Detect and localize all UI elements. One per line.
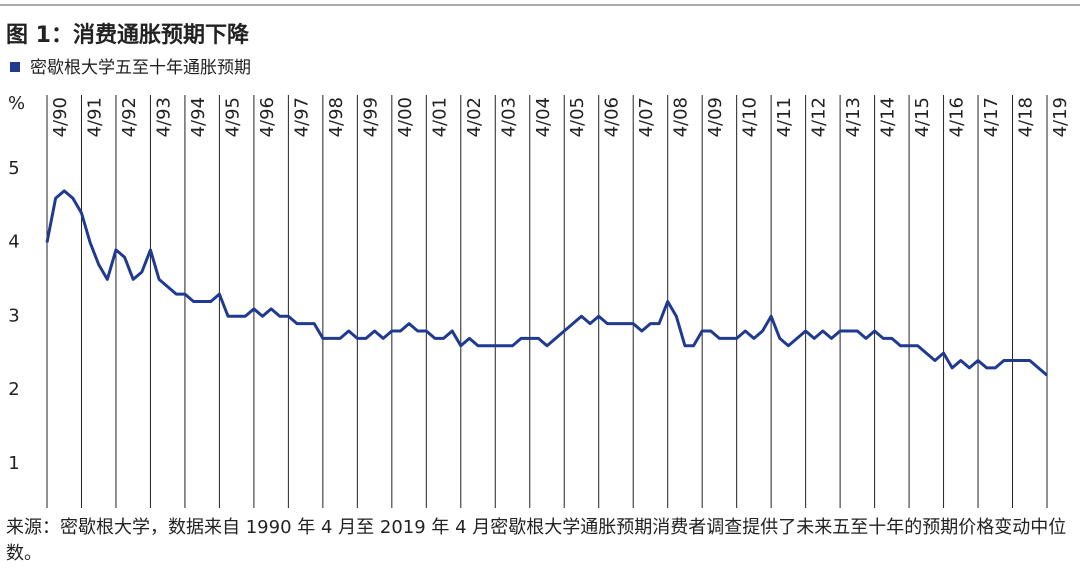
- x-tick-label: 4/06: [602, 97, 623, 137]
- x-tick-label: 4/04: [533, 97, 554, 137]
- x-tick-label: 4/16: [947, 97, 968, 137]
- legend-swatch: [10, 62, 20, 72]
- x-tick-label: 4/10: [740, 97, 761, 137]
- chart: 图 1：消费通胀预期下降 密歇根大学五至十年通胀预期 % 1 2 3 4 5 4/90 4/…: [0, 4, 1080, 508]
- x-tick-label: 4/91: [84, 97, 105, 137]
- x-tick-label: 4/93: [153, 97, 174, 137]
- y-tick-label: 1: [8, 453, 19, 474]
- x-tick-label: 4/14: [878, 97, 899, 137]
- x-tick-label: 4/11: [774, 97, 795, 137]
- x-tick-label: 4/90: [50, 97, 71, 137]
- legend-label: 密歇根大学五至十年通胀预期: [30, 58, 251, 78]
- y-tick-label: 5: [8, 158, 19, 179]
- y-tick-label: 3: [8, 305, 19, 326]
- source-note: 来源：密歇根大学，数据来自 1990 年 4 月至 2019 年 4 月密歇根大…: [6, 517, 1067, 564]
- x-tick-label: 4/08: [671, 97, 692, 137]
- x-tick-label: 4/99: [360, 97, 381, 137]
- x-tick-label: 4/94: [188, 97, 209, 137]
- x-tick-label: 4/17: [981, 97, 1002, 137]
- x-tick-label: 4/05: [567, 97, 588, 137]
- x-tick-label: 4/09: [705, 97, 726, 137]
- x-tick-label: 4/02: [464, 97, 485, 137]
- x-tick-label: 4/01: [429, 97, 450, 137]
- chart-title: 图 1：消费通胀预期下降: [6, 23, 250, 48]
- y-tick-label: 4: [8, 232, 19, 253]
- x-tick-label: 4/97: [291, 97, 312, 137]
- x-tick-label: 4/18: [1016, 97, 1037, 137]
- x-tick-label: 4/03: [498, 97, 519, 137]
- x-tick-label: 4/96: [257, 97, 278, 137]
- x-tick-label: 4/92: [119, 97, 140, 137]
- series-line: [45, 189, 1048, 377]
- x-tick-label: 4/07: [636, 97, 657, 137]
- x-tick-label: 4/00: [395, 97, 416, 137]
- x-tick-label: 4/95: [222, 97, 243, 137]
- y-tick-label: 2: [8, 379, 19, 400]
- x-tick-label: 4/98: [326, 97, 347, 137]
- x-tick-label: 4/12: [809, 97, 830, 137]
- x-tick-label: 4/13: [843, 97, 864, 137]
- x-tick-label: 4/15: [912, 97, 933, 137]
- y-unit: %: [8, 93, 25, 114]
- x-tick-label: 4/19: [1050, 97, 1071, 137]
